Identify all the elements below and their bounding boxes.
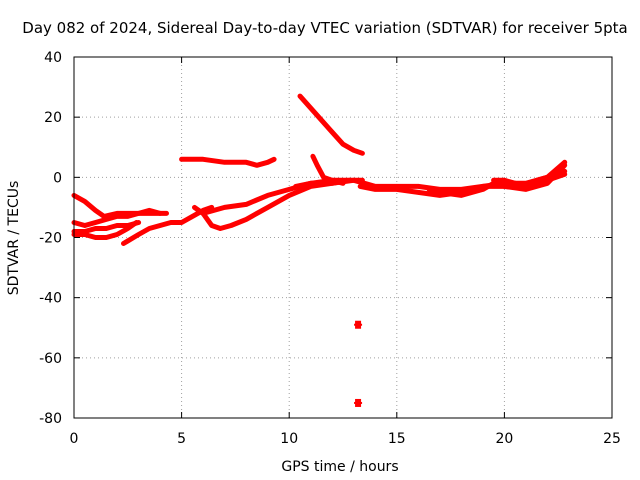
series-arc-2 — [71, 210, 163, 228]
y-axis-label: SDTVAR / TECUs — [6, 181, 22, 296]
x-tick-label: 20 — [495, 431, 513, 447]
series-arc-9 — [297, 93, 365, 156]
data-point-point-2 — [354, 398, 363, 407]
series-arc-13 — [426, 162, 568, 198]
y-tick-label: -80 — [39, 411, 62, 427]
series-arc-6 — [192, 177, 365, 231]
y-tick-label: 40 — [44, 50, 62, 66]
series-arc-3 — [71, 220, 139, 240]
axis-ticks — [73, 56, 613, 419]
x-tick-label: 15 — [388, 431, 406, 447]
data-series — [71, 93, 568, 407]
series-arc-4 — [71, 220, 142, 234]
x-tick-label: 25 — [603, 431, 621, 447]
series-arc-14 — [491, 159, 568, 189]
data-point-point-1 — [354, 320, 363, 329]
series-arc-8 — [179, 156, 277, 168]
chart-title: Day 082 of 2024, Sidereal Day-to-day VTE… — [22, 19, 627, 37]
x-axis-label: GPS time / hours — [281, 459, 398, 475]
x-tick-label: 10 — [280, 431, 298, 447]
y-tick-label: -40 — [39, 291, 62, 307]
x-tick-label: 5 — [177, 431, 186, 447]
y-tick-label: 20 — [44, 110, 62, 126]
y-tick-label: -60 — [39, 351, 62, 367]
y-tick-label: 0 — [53, 170, 62, 186]
series-arc-7 — [200, 177, 352, 216]
grid-lines — [74, 57, 612, 418]
x-tick-label: 0 — [70, 431, 79, 447]
y-tick-label: -20 — [39, 231, 62, 247]
x-tick-labels: 0 5 10 15 20 25 — [70, 431, 621, 447]
y-tick-labels: -80 -60 -40 -20 0 20 40 — [39, 50, 62, 427]
